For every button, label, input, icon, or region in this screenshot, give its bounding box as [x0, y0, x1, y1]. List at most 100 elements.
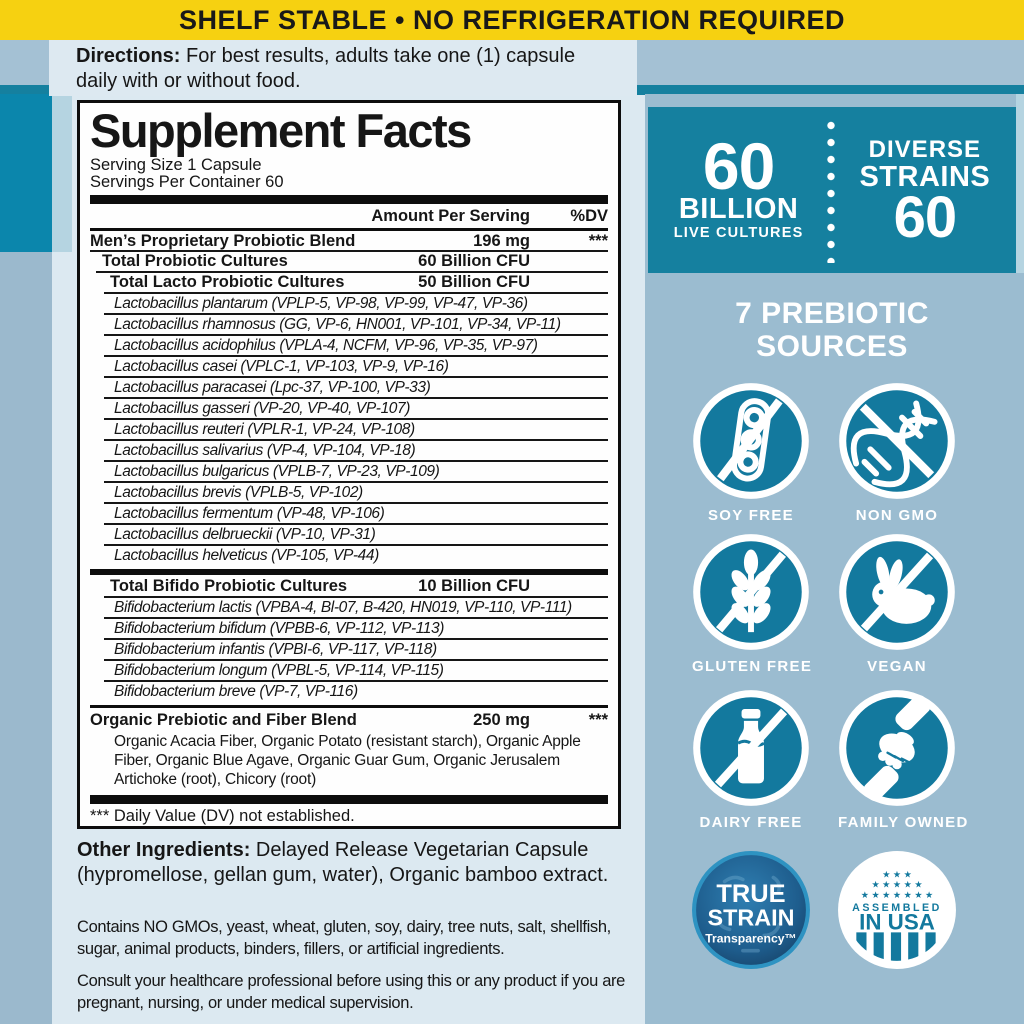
amount-header: Amount Per Serving [371, 207, 530, 225]
true-strain-line3: Transparency™ [705, 932, 796, 946]
bifido-strain-row: Bifidobacterium longum (VPBL-5, VP-114, … [104, 661, 608, 682]
shelf-stable-banner: SHELF STABLE • NO REFRIGERATION REQUIRED [0, 0, 1024, 40]
badge-soy-free: SOY FREE [692, 382, 810, 524]
badge-family-owned: FAMILY OWNED [838, 689, 969, 831]
lacto-strain-text: Lactobacillus fermentum (VP-48, VP-106) [114, 505, 385, 522]
family-owned-icon [839, 690, 955, 806]
bifido-strain-row: Bifidobacterium infantis (VPBI-6, VP-117… [104, 640, 608, 661]
lacto-strain-text: Lactobacillus acidophilus (VPLA-4, NCFM,… [114, 337, 538, 354]
facts-header-row: Amount Per Serving %DV [90, 207, 608, 226]
directions-body: For best results, adults take one (1) ca… [76, 45, 576, 92]
lacto-strain-text: Lactobacillus gasseri (VP-20, VP-40, VP-… [114, 400, 410, 417]
thick-rule [90, 195, 608, 204]
blend-row: Men’s Proprietary Probiotic Blend 196 mg… [90, 232, 608, 252]
lacto-strain-row: Lactobacillus helveticus (VP-105, VP-44) [104, 546, 608, 567]
directions-text: Directions: For best results, adults tak… [76, 44, 621, 94]
total-lacto-row: Total Lacto Probiotic Cultures 50 Billio… [104, 273, 608, 294]
non-gmo-label: NON GMO [855, 507, 939, 524]
bifido-strain-text: Bifidobacterium bifidum (VPBB-6, VP-112,… [114, 620, 444, 637]
strains-word1: DIVERSE [868, 135, 982, 163]
directions-label: Directions: [76, 45, 181, 67]
stars-row2: ★ ★ ★ ★ ★ [871, 880, 922, 890]
dotted-divider [827, 117, 836, 263]
cultures-strains-box: 60 BILLION LIVE CULTURES DIVERSE STRAINS… [648, 107, 1016, 273]
badge-gluten-free: GLUTEN FREE [692, 533, 813, 675]
fiber-blend-amount: 250 mg [473, 711, 530, 729]
assembled-usa-line2: IN USA [859, 909, 935, 934]
bifido-strain-text: Bifidobacterium breve (VP-7, VP-116) [114, 683, 358, 700]
lacto-strain-row: Lactobacillus casei (VPLC-1, VP-103, VP-… [104, 357, 608, 378]
prebiotic-heading-line2: SOURCES [756, 330, 908, 363]
lacto-strain-row: Lactobacillus acidophilus (VPLA-4, NCFM,… [104, 336, 608, 357]
blend-dv: *** [588, 232, 608, 250]
badge-true-strain: TRUE STRAIN Transparency™ [690, 849, 812, 971]
lacto-strain-text: Lactobacillus casei (VPLC-1, VP-103, VP-… [114, 358, 449, 375]
live-cultures-block: 60 BILLION LIVE CULTURES [673, 129, 804, 242]
lacto-strain-text: Lactobacillus reuteri (VPLR-1, VP-24, VP… [114, 421, 415, 438]
dairy-free-label: DAIRY FREE [699, 814, 803, 831]
lacto-strain-text: Lactobacillus brevis (VPLB-5, VP-102) [114, 484, 363, 501]
thick-rule [90, 569, 608, 575]
lacto-strain-row: Lactobacillus fermentum (VP-48, VP-106) [104, 504, 608, 525]
lacto-strain-row: Lactobacillus paracasei (Lpc-37, VP-100,… [104, 378, 608, 399]
stars: ★ ★ ★ ★ ★ ★ ★ ★ ★ ★ ★ ★ ★ ★ ★ [861, 869, 933, 899]
total-bifido-amount: 10 Billion CFU [418, 577, 530, 595]
true-strain-line2: STRAIN [707, 904, 794, 930]
soy-free-icon [693, 383, 809, 499]
medium-rule [90, 228, 608, 231]
vegan-icon [839, 534, 955, 650]
vegan-label: VEGAN [867, 658, 927, 675]
total-bifido-name: Total Bifido Probiotic Cultures [110, 577, 348, 595]
fiber-blend-row: Organic Prebiotic and Fiber Blend 250 mg… [90, 710, 608, 730]
lacto-strain-text: Lactobacillus delbrueckii (VP-10, VP-31) [114, 526, 376, 543]
total-probiotic-amount: 60 Billion CFU [418, 252, 530, 270]
serving-size: Serving Size 1 Capsule [90, 156, 262, 174]
true-strain-icon: TRUE STRAIN Transparency™ [692, 851, 810, 969]
supplement-facts-panel: Supplement Facts Serving Size 1 Capsule … [77, 100, 621, 829]
total-lacto-amount: 50 Billion CFU [418, 273, 530, 291]
lacto-strain-row: Lactobacillus rhamnosus (GG, VP-6, HN001… [104, 315, 608, 336]
fiber-blend-ingredients: Organic Acacia Fiber, Organic Potato (re… [114, 733, 581, 788]
dairy-free-icon [693, 690, 809, 806]
badge-vegan: VEGAN [838, 533, 956, 675]
medium-rule [90, 705, 608, 708]
bifido-strain-text: Bifidobacterium lactis (VPBA-4, Bl-07, B… [114, 599, 572, 616]
banner-text: SHELF STABLE • NO REFRIGERATION REQUIRED [179, 4, 845, 35]
lacto-strain-text: Lactobacillus salivarius (VP-4, VP-104, … [114, 442, 416, 459]
other-ingredients: Other Ingredients: Delayed Release Veget… [77, 838, 612, 888]
lacto-strain-text: Lactobacillus bulgaricus (VPLB-7, VP-23,… [114, 463, 440, 480]
cultures-sub: LIVE CULTURES [673, 225, 804, 241]
dv-footnote: *** Daily Value (DV) not established. [90, 807, 355, 825]
total-bifido-row: Total Bifido Probiotic Cultures 10 Billi… [104, 577, 608, 598]
lacto-strain-text: Lactobacillus paracasei (Lpc-37, VP-100,… [114, 379, 431, 396]
prebiotic-heading-line1: 7 PREBIOTIC [735, 297, 929, 330]
bifido-strain-text: Bifidobacterium infantis (VPBI-6, VP-117… [114, 641, 437, 658]
badge-dairy-free: DAIRY FREE [692, 689, 810, 831]
lacto-strain-row: Lactobacillus reuteri (VPLR-1, VP-24, VP… [104, 420, 608, 441]
fiber-blend-name: Organic Prebiotic and Fiber Blend [90, 711, 357, 729]
blend-name: Men’s Proprietary Probiotic Blend [90, 232, 356, 250]
assembled-usa-line1: ASSEMBLED [852, 902, 942, 914]
lacto-strain-row: Lactobacillus bulgaricus (VPLB-7, VP-23,… [104, 462, 608, 483]
gluten-free-label: GLUTEN FREE [692, 658, 813, 675]
left-gray-column [0, 252, 52, 1024]
assembled-usa-icon: ★ ★ ★ ★ ★ ★ ★ ★ ★ ★ ★ ★ ★ ★ ★ ASSEMBLED … [838, 851, 956, 969]
true-strain-line1: TRUE [716, 880, 785, 908]
lacto-strain-text: Lactobacillus plantarum (VPLP-5, VP-98, … [114, 295, 528, 312]
total-lacto-name: Total Lacto Probiotic Cultures [110, 273, 345, 291]
left-highlight-strip [52, 94, 72, 252]
bifido-strain-row: Bifidobacterium breve (VP-7, VP-116) [104, 682, 608, 703]
stars-row3: ★ ★ ★ ★ ★ ★ ★ [861, 890, 933, 900]
lacto-strain-row: Lactobacillus delbrueckii (VP-10, VP-31) [104, 525, 608, 546]
consult-note: Consult your healthcare professional bef… [77, 972, 625, 1012]
badge-non-gmo: NON GMO [838, 382, 956, 524]
dv-header: %DV [570, 207, 608, 225]
bifido-strain-row: Bifidobacterium lactis (VPBA-4, Bl-07, B… [104, 598, 608, 619]
family-owned-label: FAMILY OWNED [838, 814, 969, 831]
cultures-unit: BILLION [678, 193, 799, 225]
badge-assembled-usa: ★ ★ ★ ★ ★ ★ ★ ★ ★ ★ ★ ★ ★ ★ ★ ASSEMBLED … [836, 849, 958, 971]
servings-per-container: Servings Per Container 60 [90, 173, 284, 191]
cultures-count: 60 [702, 129, 775, 203]
bifido-strain-text: Bifidobacterium longum (VPBL-5, VP-114, … [114, 662, 444, 679]
